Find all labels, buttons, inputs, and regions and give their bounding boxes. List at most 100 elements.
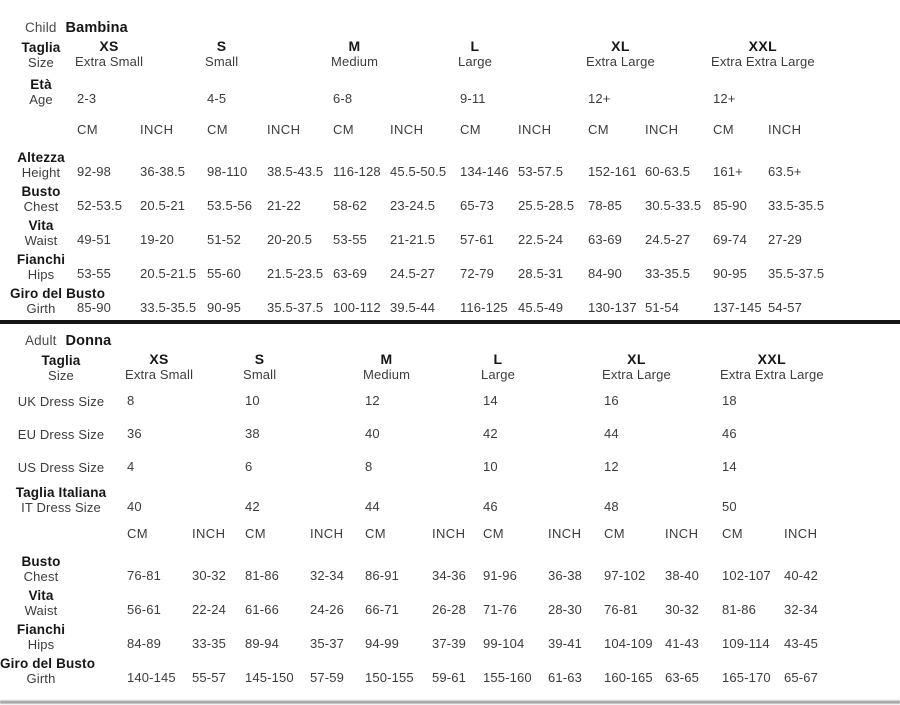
size-name: Extra Extra Large <box>720 367 824 382</box>
measure-value: 19-20 <box>140 232 174 247</box>
measure-value: 160-165 <box>604 670 653 685</box>
measure-value: 94-99 <box>365 636 399 651</box>
measure-value: 98-110 <box>207 164 248 179</box>
measure-row-label: Giro del Busto Girth <box>0 286 106 316</box>
measure-row: Vita Waist 56-61 22-24 61-66 24-26 66-71 26-28 7… <box>0 586 900 620</box>
cm-header: CM <box>77 122 99 137</box>
size-pack: L Large <box>481 351 515 383</box>
age-row-label: Età Age <box>0 77 72 107</box>
measure-value: 76-81 <box>604 602 638 617</box>
measure-value: 30.5-33.5 <box>645 198 702 213</box>
measure-value: 102-107 <box>722 568 771 583</box>
unit-header-row: CM INCH CM INCH CM INCH CM INCH CM INCH CM INCH <box>0 516 900 552</box>
cm-header: CM <box>604 526 626 541</box>
row-label: Taglia Size <box>0 353 122 383</box>
row-label-italian: Busto <box>21 184 61 199</box>
row-label-english: Girth <box>26 301 56 316</box>
adult-table: Taglia Size XS Extra Small S Small M Medium L Lar… <box>0 350 900 688</box>
dress-size-label: EU Dress Size <box>0 427 122 442</box>
age-value: 12+ <box>588 90 611 106</box>
row-label-italian: Giro del Busto <box>10 286 106 301</box>
measure-value: 21-21.5 <box>390 232 436 247</box>
size-code: XS <box>99 38 119 54</box>
measure-row: Giro del Busto Girth 140-145 55-57 145-150 57… <box>0 654 900 688</box>
size-name: Small <box>205 54 239 69</box>
cm-header: CM <box>460 122 482 137</box>
dress-size-value: 36 <box>127 425 142 441</box>
inch-header: INCH <box>390 122 424 137</box>
size-pack: S Small <box>205 38 238 70</box>
bottom-edge-line <box>0 700 900 704</box>
measure-value: 61-63 <box>548 670 582 685</box>
row-label-english: Size <box>28 55 54 70</box>
measure-value: 76-81 <box>127 568 161 583</box>
dress-size-value: 18 <box>722 392 737 408</box>
measure-row: Fianchi Hips 84-89 33-35 89-94 35-37 94-99 37-3… <box>0 620 900 654</box>
row-label-english: Size <box>48 368 74 383</box>
measure-value: 81-86 <box>245 568 279 583</box>
measure-row: Fianchi Hips 53-55 20.5-21.5 55-60 21.5-23.5 6… <box>0 250 900 284</box>
size-name: Medium <box>363 367 411 382</box>
measure-row: Altezza Height 92-98 36-38.5 98-110 38.5-43.5… <box>0 148 900 182</box>
size-name: Medium <box>331 54 379 69</box>
size-pack: XS Extra Small <box>125 351 193 383</box>
measure-value: 161+ <box>713 164 743 179</box>
size-pack: XXL Extra Extra Large <box>711 38 815 70</box>
cm-header: CM <box>127 526 149 541</box>
size-column-header-s: S Small <box>240 351 360 383</box>
size-code: M <box>380 351 393 367</box>
size-column-header-xs: XS Extra Small <box>122 351 240 383</box>
measure-value: 97-102 <box>604 568 646 583</box>
measure-value: 90-95 <box>713 266 747 281</box>
measure-value: 165-170 <box>722 670 771 685</box>
row-label-english: Height <box>21 165 61 180</box>
inch-header: INCH <box>645 122 679 137</box>
measure-value: 28.5-31 <box>518 266 564 281</box>
measure-value: 34-36 <box>432 568 466 583</box>
measure-value: 20.5-21 <box>140 198 186 213</box>
dress-size-value: 44 <box>604 425 619 441</box>
cm-header: CM <box>207 122 229 137</box>
measure-value: 51-54 <box>645 300 679 315</box>
measure-value: 52-53.5 <box>77 198 123 213</box>
measure-value: 26-28 <box>432 602 466 617</box>
measure-value: 39-41 <box>548 636 582 651</box>
measure-value: 55-60 <box>207 266 241 281</box>
measure-value: 145-150 <box>245 670 294 685</box>
measure-value: 150-155 <box>365 670 414 685</box>
size-name: Large <box>481 367 515 382</box>
measure-value: 69-74 <box>713 232 747 247</box>
measure-value: 58-62 <box>333 198 367 213</box>
row-label-italian: Taglia Italiana <box>15 484 107 500</box>
measure-value: 134-146 <box>460 164 509 179</box>
size-header-row: Taglia Size XS Extra Small S Small M Medium L Lar… <box>0 37 900 71</box>
row-label-english: Waist <box>24 603 58 618</box>
measure-value: 63-69 <box>588 232 622 247</box>
measure-row-label: Busto Chest <box>0 184 72 214</box>
child-name-label: Bambina <box>65 20 128 36</box>
dress-size-value: 42 <box>245 498 260 514</box>
row-label-italian: Fianchi <box>16 622 66 637</box>
inch-header: INCH <box>310 526 344 541</box>
inch-header: INCH <box>768 122 802 137</box>
measure-value: 37-39 <box>432 636 466 651</box>
row-label-english: Waist <box>24 233 58 248</box>
cm-header: CM <box>365 526 387 541</box>
age-row: Età Age 2-3 4-5 6-8 9-11 12+ 12+ <box>0 71 900 112</box>
measure-value: 66-71 <box>365 602 399 617</box>
size-header-label: Taglia Size <box>0 40 72 70</box>
row-label-italian: Fianchi <box>16 252 66 267</box>
measure-value: 40-42 <box>784 568 818 583</box>
size-column-header-xs: XS Extra Small <box>72 38 202 70</box>
row-label: Giro del Busto Girth <box>0 656 95 686</box>
dress-size-row: UK Dress Size 8 10 12 14 16 18 <box>0 384 900 417</box>
size-name: Extra Small <box>125 367 194 382</box>
row-label-italian: Taglia <box>21 40 61 55</box>
measure-value: 63.5+ <box>768 164 802 179</box>
measure-row: Giro del Busto Girth 85-90 33.5-35.5 90-95 35… <box>0 284 900 318</box>
measure-value: 60-63.5 <box>645 164 691 179</box>
measure-value: 54-57 <box>768 300 802 315</box>
row-label: Taglia Size <box>10 40 72 70</box>
measure-value: 65-67 <box>784 670 818 685</box>
